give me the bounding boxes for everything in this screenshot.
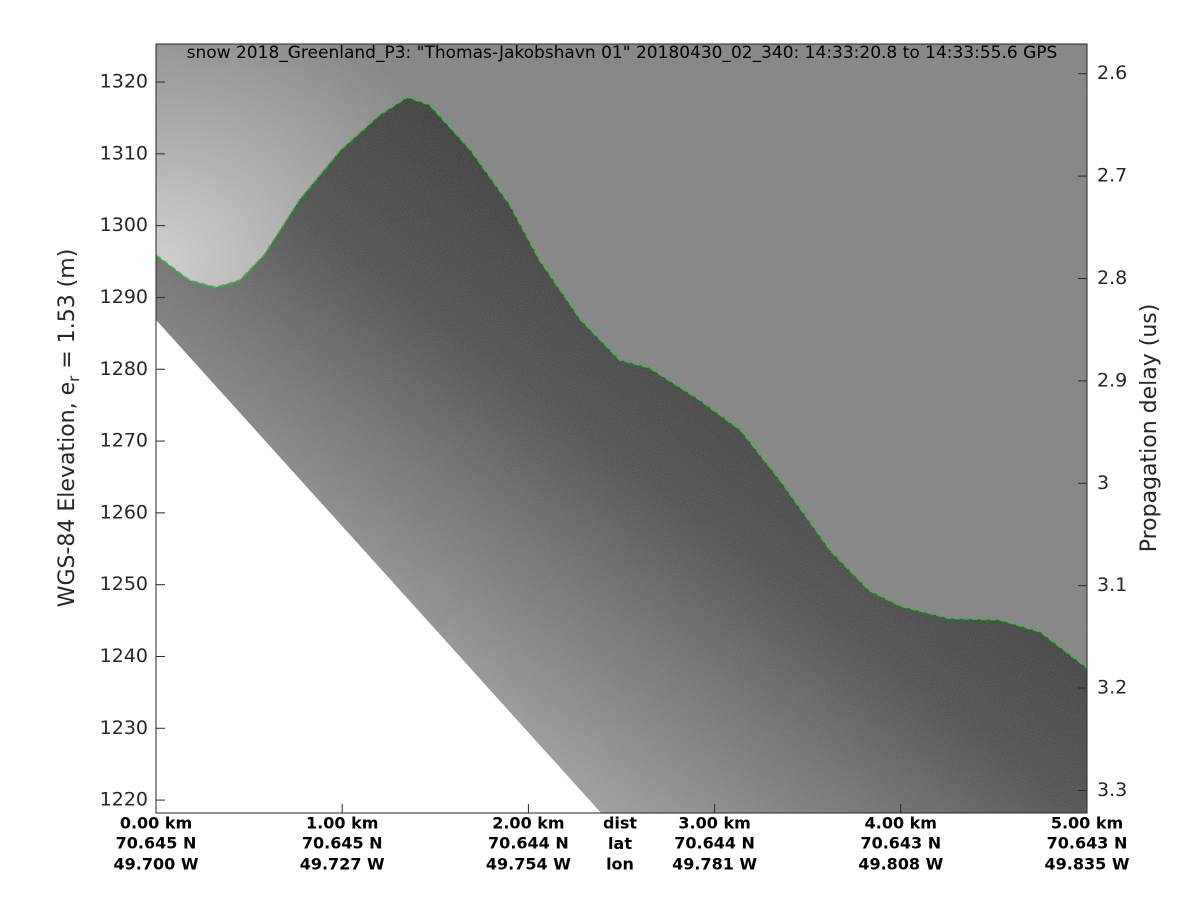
x-tick-label: 4.00 km bbox=[865, 814, 937, 833]
y-axis-title-subscript: r bbox=[65, 375, 83, 382]
lon-label: 49.835 W bbox=[1045, 855, 1130, 874]
y-tick-label: 1290 bbox=[100, 286, 148, 308]
y-axis-title-part: WGS-84 Elevation, e bbox=[55, 382, 80, 607]
lon-label: 49.754 W bbox=[486, 855, 571, 874]
y-axis-title-part: = 1.53 (m) bbox=[55, 249, 80, 376]
y-tick-label: 1310 bbox=[100, 142, 148, 164]
lat-label: 70.644 N bbox=[674, 834, 755, 853]
lat-label: 70.643 N bbox=[860, 834, 941, 853]
surface-line bbox=[156, 96, 1087, 669]
y-tick-label: 1250 bbox=[100, 573, 148, 595]
y-tick-label: 1230 bbox=[100, 717, 148, 739]
lat-label: 70.643 N bbox=[1047, 834, 1128, 853]
y2-axis-title: Propagation delay (us) bbox=[1137, 304, 1162, 553]
y2-tick-label: 2.8 bbox=[1097, 267, 1127, 289]
lat-label: 70.644 N bbox=[488, 834, 569, 853]
y2-tick-label: 3 bbox=[1097, 472, 1109, 494]
x-tick-label: 3.00 km bbox=[678, 814, 750, 833]
x-tick-label: 2.00 km bbox=[492, 814, 564, 833]
no-data-region bbox=[156, 320, 601, 813]
x-tick-label: 5.00 km bbox=[1051, 814, 1123, 833]
echogram bbox=[156, 44, 1087, 813]
y-tick-label: 1260 bbox=[100, 501, 148, 523]
plot-frame bbox=[155, 43, 1088, 814]
lon-label: 49.808 W bbox=[858, 855, 943, 874]
lat-label: 70.645 N bbox=[302, 834, 383, 853]
x-tick-label: 0.00 km bbox=[120, 814, 192, 833]
y2-tick-label: 3.2 bbox=[1097, 677, 1127, 699]
lat-label: 70.645 N bbox=[116, 834, 197, 853]
y-tick-label: 1220 bbox=[100, 789, 148, 811]
y2-tick-label: 2.6 bbox=[1097, 62, 1127, 84]
y-tick-label: 1270 bbox=[100, 430, 148, 452]
chart-title: snow 2018_Greenland_P3: "Thomas-Jakobsha… bbox=[187, 43, 1058, 63]
lon-label: 49.727 W bbox=[300, 855, 385, 874]
y2-tick-label: 2.7 bbox=[1097, 165, 1127, 187]
row-label: dist bbox=[603, 814, 637, 833]
row-label: lon bbox=[606, 855, 634, 874]
lon-label: 49.781 W bbox=[672, 855, 757, 874]
y-tick-label: 1300 bbox=[100, 214, 148, 236]
lon-label: 49.700 W bbox=[114, 855, 199, 874]
y-tick-label: 1280 bbox=[100, 358, 148, 380]
row-label: lat bbox=[608, 834, 632, 853]
y2-tick-label: 3.1 bbox=[1097, 574, 1127, 596]
y2-tick-label: 2.9 bbox=[1097, 369, 1127, 391]
y2-tick-label: 3.3 bbox=[1097, 779, 1127, 801]
y-tick-label: 1320 bbox=[100, 71, 148, 93]
x-tick-label: 1.00 km bbox=[306, 814, 378, 833]
y-tick-label: 1240 bbox=[100, 645, 148, 667]
y-axis-title: WGS-84 Elevation, er = 1.53 (m) bbox=[55, 249, 83, 608]
